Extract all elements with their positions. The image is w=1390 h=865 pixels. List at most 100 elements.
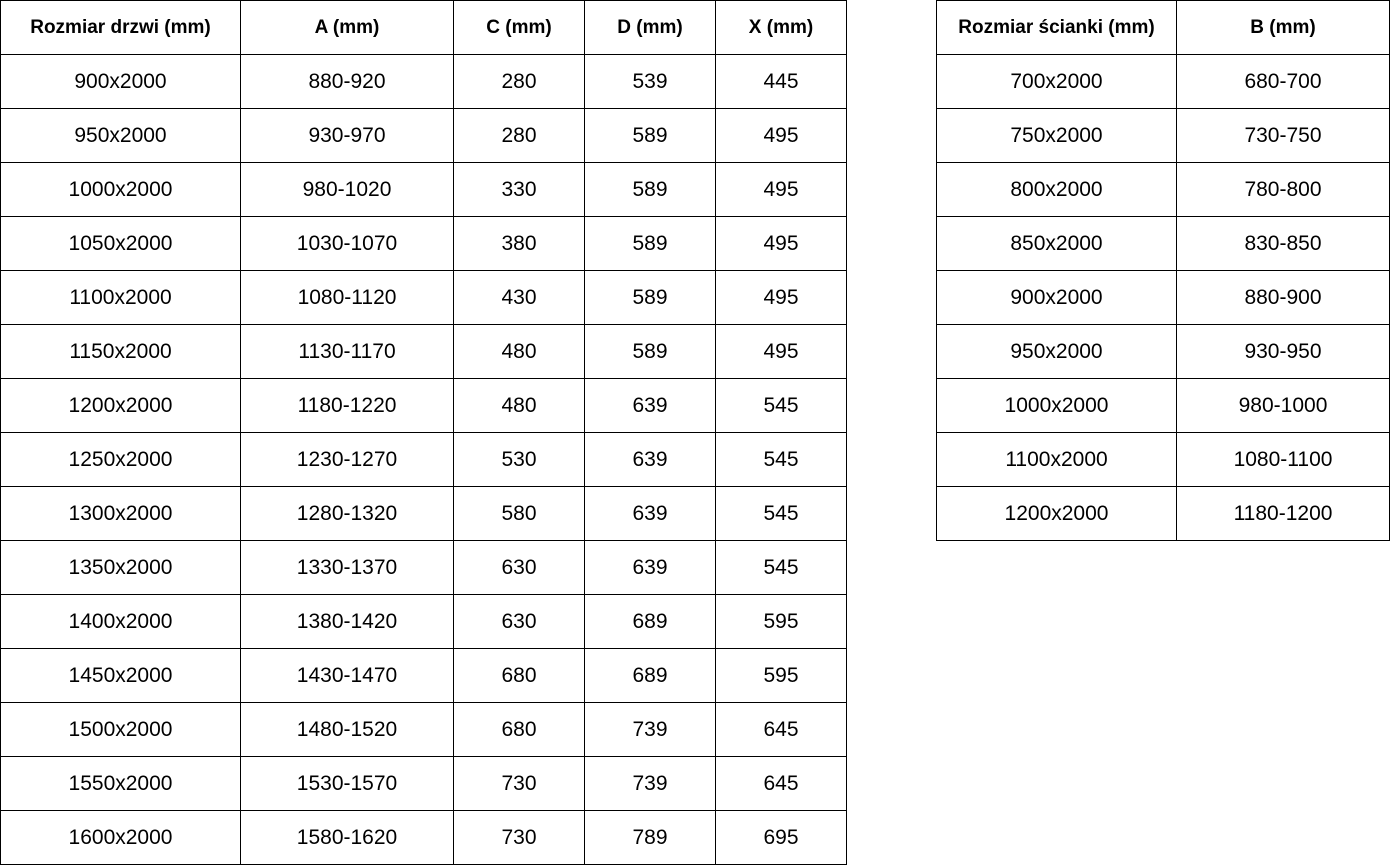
table-cell: 850x2000: [936, 216, 1177, 271]
table-cell: 380: [453, 216, 585, 271]
header-row: Rozmiar drzwi (mm) A (mm) C (mm) D (mm) X (m…: [0, 0, 847, 55]
table-row: 700x2000 680-700: [936, 54, 1390, 109]
table-row: 1000x2000 980-1000: [936, 378, 1390, 433]
table-cell: 1080-1100: [1176, 432, 1390, 487]
table-cell: 689: [584, 648, 716, 703]
table-cell: 750x2000: [936, 108, 1177, 163]
table-cell: 1100x2000: [936, 432, 1177, 487]
table-cell: 330: [453, 162, 585, 217]
wall-table-body: 700x2000 680-700 750x2000 730-750 800x2000 78…: [936, 54, 1390, 541]
table-row: 1050x2000 1030-1070 380 589 495: [0, 216, 847, 271]
table-cell: 930-970: [240, 108, 454, 163]
table-cell: 1350x2000: [0, 540, 241, 595]
table-cell: 430: [453, 270, 585, 325]
table-cell: 445: [715, 54, 847, 109]
table-cell: 480: [453, 378, 585, 433]
table-cell: 780-800: [1176, 162, 1390, 217]
table-cell: 680: [453, 648, 585, 703]
table-cell: 589: [584, 324, 716, 379]
column-header: D (mm): [584, 0, 716, 55]
table-row: 1250x2000 1230-1270 530 639 545: [0, 432, 847, 487]
table-cell: 630: [453, 594, 585, 649]
table-cell: 645: [715, 756, 847, 811]
table-cell: 589: [584, 108, 716, 163]
door-table-body: 900x2000 880-920 280 539 445 950x2000 930-970 2…: [0, 54, 847, 865]
table-cell: 539: [584, 54, 716, 109]
wall-size-table: Rozmiar ścianki (mm) B (mm) 700x2000 680-7…: [936, 0, 1390, 541]
table-cell: 1200x2000: [936, 486, 1177, 541]
table-row: 1200x2000 1180-1200: [936, 486, 1390, 541]
table-cell: 545: [715, 378, 847, 433]
table-row: 1550x2000 1530-1570 730 739 645: [0, 756, 847, 811]
table-cell: 1100x2000: [0, 270, 241, 325]
table-cell: 589: [584, 270, 716, 325]
table-cell: 495: [715, 162, 847, 217]
table-cell: 630: [453, 540, 585, 595]
table-cell: 495: [715, 216, 847, 271]
table-cell: 1130-1170: [240, 324, 454, 379]
table-cell: 545: [715, 486, 847, 541]
table-cell: 639: [584, 432, 716, 487]
table-row: 800x2000 780-800: [936, 162, 1390, 217]
table-cell: 800x2000: [936, 162, 1177, 217]
table-row: 1100x2000 1080-1100: [936, 432, 1390, 487]
table-cell: 495: [715, 108, 847, 163]
table-row: 1350x2000 1330-1370 630 639 545: [0, 540, 847, 595]
table-row: 750x2000 730-750: [936, 108, 1390, 163]
table-cell: 639: [584, 486, 716, 541]
table-cell: 639: [584, 378, 716, 433]
table-cell: 645: [715, 702, 847, 757]
wall-table-header: Rozmiar ścianki (mm) B (mm): [936, 0, 1390, 55]
table-cell: 980-1020: [240, 162, 454, 217]
table-cell: 280: [453, 54, 585, 109]
table-cell: 1050x2000: [0, 216, 241, 271]
table-row: 1200x2000 1180-1220 480 639 545: [0, 378, 847, 433]
table-cell: 1180-1220: [240, 378, 454, 433]
table-cell: 880-920: [240, 54, 454, 109]
column-header: A (mm): [240, 0, 454, 55]
table-row: 1400x2000 1380-1420 630 689 595: [0, 594, 847, 649]
table-cell: 1450x2000: [0, 648, 241, 703]
column-header: X (mm): [715, 0, 847, 55]
table-cell: 530: [453, 432, 585, 487]
header-row: Rozmiar ścianki (mm) B (mm): [936, 0, 1390, 55]
table-cell: 980-1000: [1176, 378, 1390, 433]
table-cell: 789: [584, 810, 716, 865]
table-cell: 1400x2000: [0, 594, 241, 649]
table-cell: 1250x2000: [0, 432, 241, 487]
table-cell: 900x2000: [936, 270, 1177, 325]
table-row: 1500x2000 1480-1520 680 739 645: [0, 702, 847, 757]
table-cell: 580: [453, 486, 585, 541]
table-row: 1150x2000 1130-1170 480 589 495: [0, 324, 847, 379]
table-cell: 545: [715, 432, 847, 487]
table-cell: 1150x2000: [0, 324, 241, 379]
table-cell: 900x2000: [0, 54, 241, 109]
door-table-header: Rozmiar drzwi (mm) A (mm) C (mm) D (mm) X (m…: [0, 0, 847, 55]
table-cell: 830-850: [1176, 216, 1390, 271]
table-cell: 680-700: [1176, 54, 1390, 109]
table-cell: 1500x2000: [0, 702, 241, 757]
table-cell: 730-750: [1176, 108, 1390, 163]
table-cell: 1480-1520: [240, 702, 454, 757]
table-cell: 739: [584, 756, 716, 811]
table-cell: 1300x2000: [0, 486, 241, 541]
table-cell: 930-950: [1176, 324, 1390, 379]
table-row: 1000x2000 980-1020 330 589 495: [0, 162, 847, 217]
table-row: 1100x2000 1080-1120 430 589 495: [0, 270, 847, 325]
door-size-table: Rozmiar drzwi (mm) A (mm) C (mm) D (mm) X (m…: [0, 0, 847, 865]
table-cell: 495: [715, 270, 847, 325]
table-cell: 680: [453, 702, 585, 757]
table-cell: 1180-1200: [1176, 486, 1390, 541]
table-row: 900x2000 880-900: [936, 270, 1390, 325]
column-header: C (mm): [453, 0, 585, 55]
table-cell: 739: [584, 702, 716, 757]
table-cell: 950x2000: [0, 108, 241, 163]
table-cell: 700x2000: [936, 54, 1177, 109]
table-cell: 689: [584, 594, 716, 649]
table-cell: 1530-1570: [240, 756, 454, 811]
table-row: 850x2000 830-850: [936, 216, 1390, 271]
table-row: 1300x2000 1280-1320 580 639 545: [0, 486, 847, 541]
table-cell: 1380-1420: [240, 594, 454, 649]
table-cell: 589: [584, 216, 716, 271]
table-cell: 1600x2000: [0, 810, 241, 865]
